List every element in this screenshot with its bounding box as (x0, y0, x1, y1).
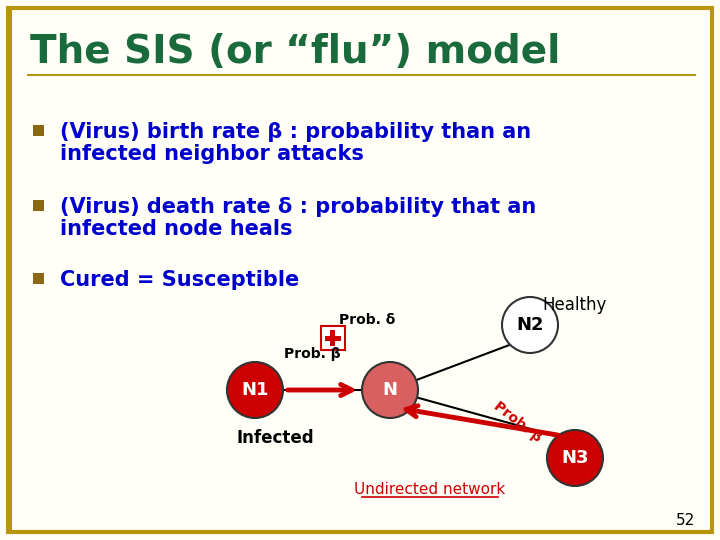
Text: infected node heals: infected node heals (60, 219, 292, 239)
Text: The SIS (or “flu”) model: The SIS (or “flu”) model (30, 33, 560, 71)
Text: N: N (382, 381, 397, 399)
Text: Healthy: Healthy (543, 296, 607, 314)
FancyBboxPatch shape (32, 199, 43, 211)
Text: N1: N1 (241, 381, 269, 399)
Text: N3: N3 (562, 449, 589, 467)
FancyBboxPatch shape (32, 125, 43, 136)
FancyBboxPatch shape (32, 273, 43, 284)
FancyBboxPatch shape (320, 326, 344, 350)
Text: (Virus) death rate δ : probability that an: (Virus) death rate δ : probability that … (60, 197, 536, 217)
Text: 52: 52 (676, 513, 695, 528)
Circle shape (502, 297, 558, 353)
FancyBboxPatch shape (8, 8, 712, 532)
FancyBboxPatch shape (8, 8, 12, 532)
Circle shape (547, 430, 603, 486)
Text: Undirected network: Undirected network (354, 483, 505, 497)
Text: Infected: Infected (236, 429, 314, 447)
Text: Prob. δ: Prob. δ (339, 313, 396, 327)
Text: infected neighbor attacks: infected neighbor attacks (60, 144, 364, 164)
Text: (Virus) birth rate β : probability than an: (Virus) birth rate β : probability than … (60, 122, 531, 142)
Circle shape (362, 362, 418, 418)
Text: Cured = Susceptible: Cured = Susceptible (60, 270, 300, 290)
Text: Prob. β: Prob. β (491, 399, 544, 445)
Text: Prob. β: Prob. β (284, 347, 341, 361)
Text: N2: N2 (516, 316, 544, 334)
FancyBboxPatch shape (325, 335, 341, 341)
FancyBboxPatch shape (330, 330, 335, 346)
Circle shape (227, 362, 283, 418)
